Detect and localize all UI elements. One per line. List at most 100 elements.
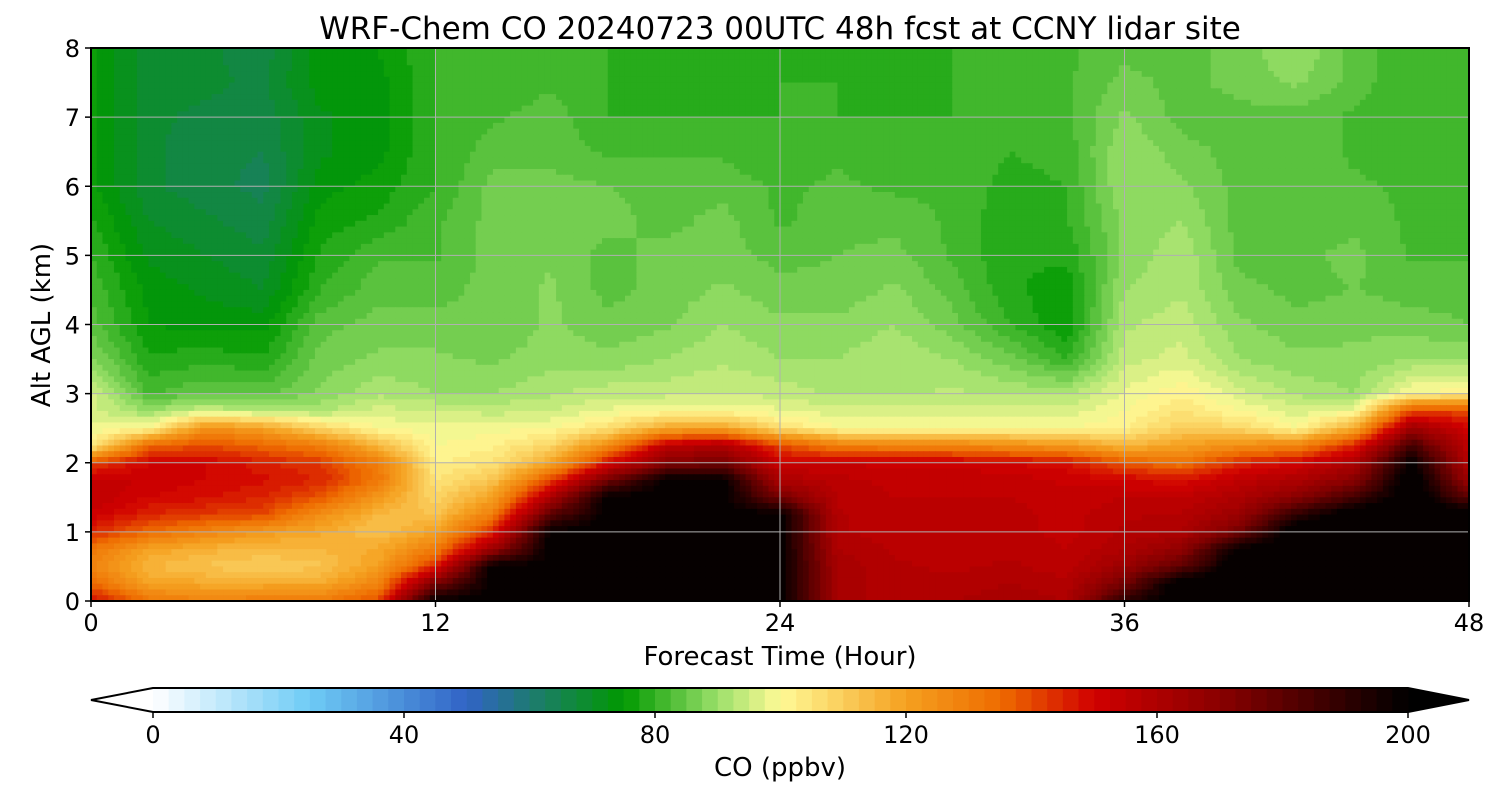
heatmap-cell bbox=[320, 65, 328, 72]
heatmap-cell bbox=[998, 151, 1005, 159]
heatmap-cell bbox=[1199, 99, 1206, 107]
heatmap-cell bbox=[1135, 145, 1143, 153]
heatmap-cell bbox=[992, 53, 999, 61]
heatmap-cell bbox=[665, 48, 672, 55]
heatmap-cell bbox=[360, 105, 368, 112]
heatmap-cell bbox=[240, 122, 247, 130]
heatmap-cell bbox=[1113, 111, 1120, 118]
heatmap-cell bbox=[1049, 59, 1057, 66]
heatmap-cell bbox=[1021, 157, 1028, 164]
heatmap-cell bbox=[935, 117, 942, 124]
heatmap-cell bbox=[1015, 111, 1022, 118]
heatmap-cell bbox=[538, 82, 546, 89]
heatmap-cell bbox=[1216, 140, 1223, 147]
heatmap-cell bbox=[211, 76, 218, 84]
heatmap-cell bbox=[751, 128, 758, 136]
heatmap-cell bbox=[515, 105, 523, 112]
heatmap-cell bbox=[1067, 59, 1074, 66]
heatmap-cell bbox=[326, 151, 333, 159]
heatmap-cell bbox=[1262, 105, 1269, 112]
heatmap-cell bbox=[1084, 157, 1091, 164]
heatmap-cell bbox=[1210, 76, 1217, 84]
heatmap-cell bbox=[389, 76, 396, 84]
heatmap-cell bbox=[739, 82, 747, 89]
heatmap-cell bbox=[194, 105, 201, 112]
heatmap-cell bbox=[843, 65, 850, 72]
heatmap-cell bbox=[1446, 145, 1453, 153]
heatmap-cell bbox=[475, 117, 483, 124]
heatmap-cell bbox=[142, 145, 150, 153]
heatmap-cell bbox=[240, 48, 247, 55]
heatmap-cell bbox=[1095, 59, 1103, 66]
heatmap-cell bbox=[1302, 88, 1309, 95]
heatmap-cell bbox=[1405, 134, 1413, 141]
heatmap-cell bbox=[194, 76, 201, 84]
heatmap-cell bbox=[768, 88, 775, 95]
heatmap-cell bbox=[268, 111, 276, 118]
heatmap-cell bbox=[785, 82, 793, 89]
heatmap-cell bbox=[1032, 122, 1039, 130]
heatmap-cell bbox=[900, 65, 907, 72]
heatmap-cell bbox=[1049, 82, 1057, 89]
heatmap-cell bbox=[435, 48, 442, 55]
heatmap-cell bbox=[946, 134, 953, 141]
heatmap-cell bbox=[653, 53, 661, 61]
heatmap-cell bbox=[584, 82, 592, 89]
heatmap-cell bbox=[1440, 65, 1447, 72]
heatmap-cell bbox=[108, 76, 115, 84]
heatmap-cell bbox=[1245, 157, 1252, 164]
heatmap-cell bbox=[1411, 105, 1418, 112]
heatmap-cell bbox=[510, 48, 517, 55]
heatmap-cell bbox=[722, 105, 729, 112]
heatmap-cell bbox=[624, 128, 632, 136]
heatmap-cell bbox=[1319, 53, 1327, 61]
heatmap-cell bbox=[378, 71, 385, 78]
heatmap-cell bbox=[705, 65, 712, 72]
heatmap-cell bbox=[998, 122, 1005, 130]
heatmap-cell bbox=[613, 48, 620, 55]
heatmap-cell bbox=[1250, 157, 1258, 164]
heatmap-cell bbox=[1113, 163, 1120, 170]
heatmap-cell bbox=[780, 65, 787, 72]
heatmap-cell bbox=[693, 163, 701, 170]
heatmap-cell bbox=[1153, 134, 1160, 141]
heatmap-cell bbox=[1061, 76, 1068, 84]
heatmap-cell bbox=[561, 65, 569, 72]
heatmap-cell bbox=[711, 117, 718, 124]
heatmap-cell bbox=[1451, 145, 1459, 153]
heatmap-cell bbox=[1032, 140, 1039, 147]
heatmap-cell bbox=[780, 48, 787, 55]
heatmap-cell bbox=[550, 105, 557, 112]
heatmap-cell bbox=[223, 48, 230, 55]
heatmap-cell bbox=[682, 151, 689, 159]
heatmap-cell bbox=[1405, 145, 1413, 153]
heatmap-cell bbox=[303, 99, 310, 107]
heatmap-cell bbox=[510, 65, 517, 72]
heatmap-cell bbox=[1113, 145, 1120, 153]
heatmap-cell bbox=[705, 145, 712, 153]
heatmap-cell bbox=[957, 59, 965, 66]
heatmap-cell bbox=[309, 71, 316, 78]
heatmap-cell bbox=[596, 128, 603, 136]
heatmap-cell bbox=[395, 157, 402, 164]
heatmap-cell bbox=[251, 105, 259, 112]
heatmap-cell bbox=[636, 122, 643, 130]
heatmap-cell bbox=[556, 111, 563, 118]
heatmap-cell bbox=[1354, 134, 1361, 141]
heatmap-cell bbox=[418, 163, 425, 170]
heatmap-cell bbox=[831, 163, 839, 170]
heatmap-cell bbox=[837, 145, 844, 153]
heatmap-cell bbox=[1193, 82, 1200, 89]
heatmap-cell bbox=[113, 134, 121, 141]
heatmap-cell bbox=[372, 76, 379, 84]
heatmap-cell bbox=[854, 111, 861, 118]
heatmap-cell bbox=[699, 145, 706, 153]
heatmap-cell bbox=[573, 122, 580, 130]
heatmap-cell bbox=[1067, 88, 1074, 95]
heatmap-cell bbox=[659, 82, 666, 89]
heatmap-cell bbox=[1302, 151, 1309, 159]
heatmap-cell bbox=[1279, 105, 1286, 112]
heatmap-cell bbox=[1268, 111, 1275, 118]
heatmap-cell bbox=[1067, 71, 1074, 78]
heatmap-cell bbox=[814, 128, 821, 136]
